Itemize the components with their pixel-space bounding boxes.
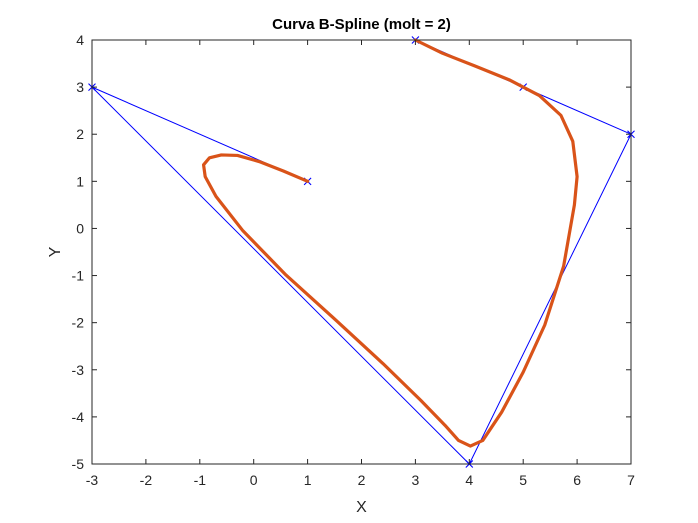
y-tick-label: -5 — [72, 456, 85, 472]
x-tick-label: 5 — [519, 472, 527, 488]
y-tick-label: 3 — [76, 79, 84, 95]
x-tick-label: 6 — [573, 472, 581, 488]
plot-background — [92, 40, 631, 464]
curves-layer — [88, 36, 635, 468]
x-tick-label: 4 — [465, 472, 473, 488]
y-tick-label: 2 — [76, 126, 84, 142]
y-tick-label: -1 — [72, 268, 85, 284]
x-tick-label: -2 — [140, 472, 153, 488]
y-axis-label: Y — [47, 246, 64, 257]
x-tick-label: 3 — [412, 472, 420, 488]
chart-title: Curva B-Spline (molt = 2) — [272, 16, 451, 33]
ticks-layer: -3 -2 -1 0 1 2 3 4 5 6 7 -5 -4 -3 -2 -1 0 1 2 3 4 — [72, 32, 636, 488]
y-tick-label: -4 — [72, 409, 85, 425]
x-tick-label: 2 — [358, 472, 366, 488]
x-tick-label: 7 — [627, 472, 635, 488]
y-tick-label: 0 — [76, 220, 84, 236]
y-tick-label: -3 — [72, 362, 85, 378]
spline-curve-line — [201, 38, 579, 448]
x-tick-label: -3 — [86, 472, 99, 488]
x-tick-label: -1 — [194, 472, 207, 488]
x-tick-label: 1 — [304, 472, 312, 488]
x-tick-label: 0 — [250, 472, 258, 488]
y-tick-label: -2 — [72, 315, 85, 331]
y-tick-label: 1 — [76, 173, 84, 189]
y-tick-label: 4 — [76, 32, 84, 48]
x-axis-label: X — [356, 499, 367, 516]
